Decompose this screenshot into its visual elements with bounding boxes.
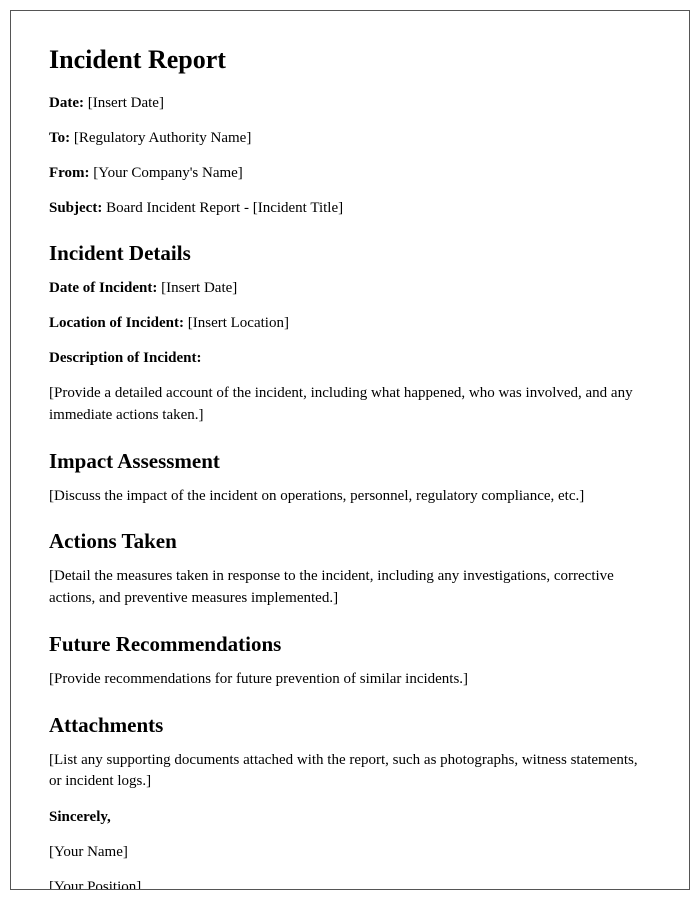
section-heading-recommendations: Future Recommendations	[49, 632, 651, 657]
sincerely-label: Sincerely,	[49, 809, 111, 825]
field-subject: Subject: Board Incident Report - [Incide…	[49, 198, 651, 219]
field-from: From: [Your Company's Name]	[49, 163, 651, 184]
from-value: [Your Company's Name]	[93, 165, 243, 181]
incident-location-value: [Insert Location]	[188, 315, 289, 331]
from-label: From:	[49, 165, 90, 181]
document-page: Incident Report Date: [Insert Date] To: …	[10, 10, 690, 890]
attachments-body: [List any supporting documents attached …	[49, 750, 651, 794]
incident-date-value: [Insert Date]	[161, 280, 237, 296]
incident-location-label: Location of Incident:	[49, 315, 184, 331]
date-label: Date:	[49, 95, 84, 111]
report-title: Incident Report	[49, 45, 651, 75]
impact-body: [Discuss the impact of the incident on o…	[49, 486, 651, 508]
section-heading-impact: Impact Assessment	[49, 449, 651, 474]
signoff-sincerely: Sincerely,	[49, 807, 651, 828]
section-heading-attachments: Attachments	[49, 713, 651, 738]
recommendations-body: [Provide recommendations for future prev…	[49, 669, 651, 691]
section-heading-actions: Actions Taken	[49, 529, 651, 554]
section-heading-details: Incident Details	[49, 241, 651, 266]
date-value: [Insert Date]	[88, 95, 164, 111]
signoff-position: [Your Position]	[49, 877, 651, 890]
subject-value: Board Incident Report - [Incident Title]	[106, 200, 343, 216]
to-value: [Regulatory Authority Name]	[74, 130, 251, 146]
field-incident-description-label: Description of Incident:	[49, 348, 651, 369]
subject-label: Subject:	[49, 200, 102, 216]
incident-date-label: Date of Incident:	[49, 280, 157, 296]
field-incident-location: Location of Incident: [Insert Location]	[49, 313, 651, 334]
to-label: To:	[49, 130, 70, 146]
incident-description-body: [Provide a detailed account of the incid…	[49, 383, 651, 427]
actions-body: [Detail the measures taken in response t…	[49, 566, 651, 610]
incident-description-label: Description of Incident:	[49, 350, 202, 366]
field-date: Date: [Insert Date]	[49, 93, 651, 114]
field-to: To: [Regulatory Authority Name]	[49, 128, 651, 149]
field-incident-date: Date of Incident: [Insert Date]	[49, 278, 651, 299]
signoff-name: [Your Name]	[49, 842, 651, 863]
